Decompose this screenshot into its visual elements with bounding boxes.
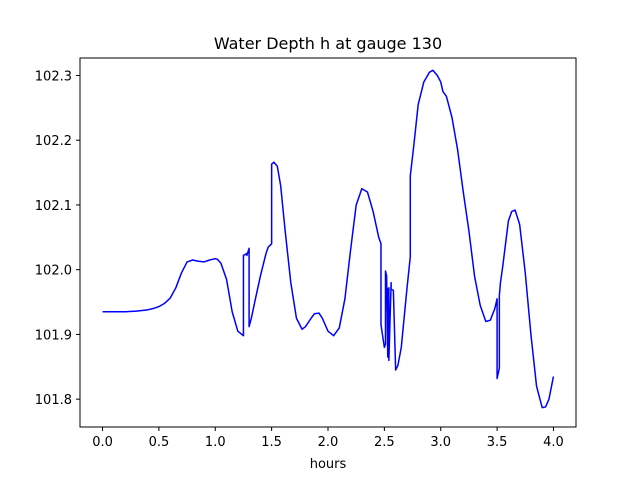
x-tick-label: 1.0: [205, 435, 226, 450]
x-tick-label: 1.5: [261, 435, 282, 450]
x-tick-label: 2.0: [318, 435, 339, 450]
x-axis-ticks: 0.0 0.5 1.0 1.5 2.0 2.5 3.0 3.5 4.0: [92, 427, 564, 450]
y-tick-label: 102.0: [35, 264, 72, 279]
series-line: [102, 69, 555, 409]
x-axis-label: hours: [310, 457, 347, 472]
x-tick-label: 2.5: [374, 435, 395, 450]
y-tick-label: 101.8: [35, 393, 72, 408]
x-tick-label: 3.0: [430, 435, 451, 450]
x-tick-label: 3.5: [487, 435, 508, 450]
x-tick-label: 0.0: [92, 435, 113, 450]
chart-title: Water Depth h at gauge 130: [214, 34, 442, 53]
series-layer: [102, 69, 555, 409]
x-tick-label: 4.0: [543, 435, 564, 450]
y-tick-label: 102.2: [35, 134, 72, 149]
plot-area-frame: [79, 57, 577, 428]
x-tick-label: 0.5: [149, 435, 170, 450]
y-tick-label: 102.1: [35, 199, 72, 214]
y-tick-label: 102.3: [35, 69, 72, 84]
y-tick-label: 101.9: [35, 328, 72, 343]
y-axis-ticks: 101.8 101.9 102.0 102.1 102.2 102.3: [35, 69, 80, 408]
